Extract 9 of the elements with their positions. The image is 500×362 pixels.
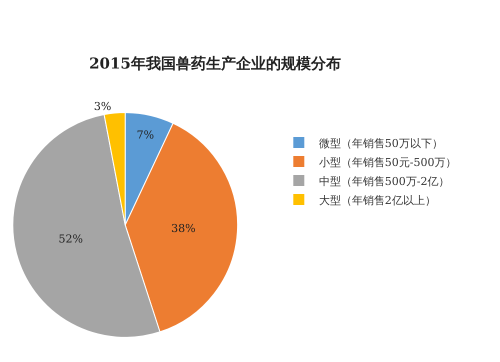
legend-label: 中型（年销售500万-2亿） [318, 174, 450, 188]
data-label: 3% [94, 100, 112, 114]
chart-title: 2015年我国兽药生产企业的规模分布 [89, 54, 341, 72]
legend-label: 微型（年销售50万以下） [318, 136, 443, 150]
data-label: 52% [58, 232, 83, 246]
legend-label: 小型（年销售50元-500万） [318, 156, 457, 169]
legend-label: 大型（年销售2亿以上） [318, 194, 436, 207]
data-label: 7% [136, 128, 154, 142]
data-label: 38% [171, 222, 196, 236]
